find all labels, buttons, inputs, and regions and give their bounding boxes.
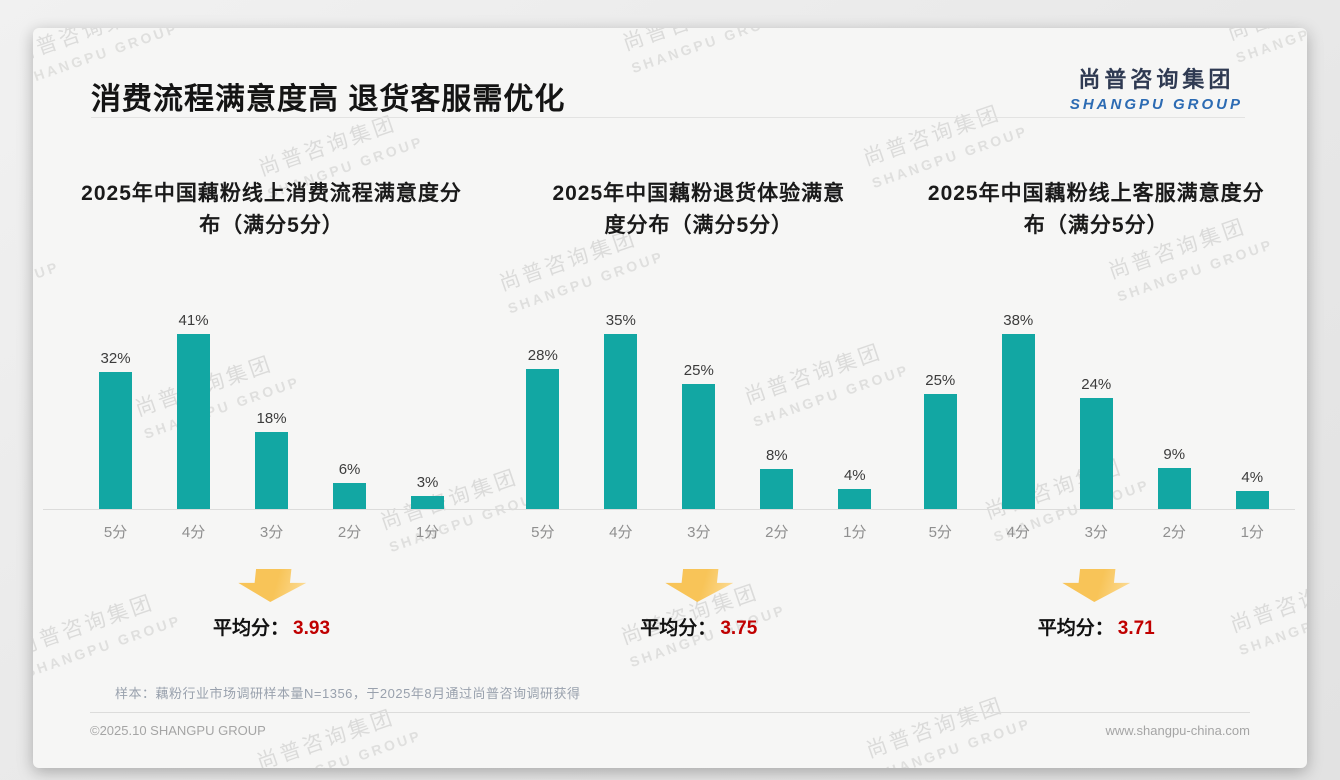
- x-axis-labels: 5分 4分 3分 2分 1分: [43, 510, 500, 542]
- bar-value-label: 3%: [416, 474, 439, 491]
- bar: [604, 334, 638, 509]
- bar-chart: 25% 38% 24% 9% 4%: [897, 304, 1295, 510]
- bar-chart: 28% 35% 25% 8% 4%: [500, 304, 898, 510]
- logo-chinese-name: 尚普咨询集团: [1078, 67, 1235, 92]
- chart-return-experience: 2025年中国藕粉退货体验满意度分布（满分5分） 28% 35% 25% 8% 4% 5…: [500, 146, 898, 640]
- x-axis-label: 3分: [687, 524, 711, 541]
- x-axis-label: 5分: [531, 524, 555, 541]
- bar-value-label: 25%: [683, 362, 714, 379]
- x-axis-label: 2分: [1162, 524, 1186, 541]
- down-arrow-icon: [663, 569, 734, 602]
- bar: [838, 489, 872, 509]
- bar-group: 3%: [389, 474, 467, 509]
- bar: [1157, 468, 1191, 509]
- bar-value-label: 28%: [527, 347, 558, 364]
- bar: [333, 483, 367, 509]
- bar-group: 4%: [816, 467, 894, 509]
- bar-group: 6%: [311, 461, 389, 509]
- bar-value-label: 4%: [1241, 469, 1264, 486]
- bar-group: 9%: [1135, 446, 1213, 509]
- bar-group: 24%: [1057, 376, 1135, 509]
- average-value: 3.71: [1117, 618, 1155, 639]
- chart-purchase-flow: 2025年中国藕粉线上消费流程满意度分布（满分5分） 32% 41% 18% 6% 3%…: [43, 146, 501, 640]
- bar-value-label: 4%: [843, 467, 866, 484]
- bar-group: 32%: [77, 350, 155, 509]
- bar-group: 18%: [233, 410, 311, 509]
- down-arrow-icon: [1061, 569, 1132, 602]
- x-axis-label: 5分: [103, 524, 128, 541]
- average-score: 平均分： 3.75: [640, 613, 757, 640]
- bar-group: 25%: [660, 362, 738, 509]
- average-label: 平均分：: [213, 618, 290, 639]
- bar: [760, 469, 794, 509]
- bar-value-label: 41%: [178, 312, 209, 329]
- x-axis-label: 2分: [337, 524, 362, 541]
- x-axis-label: 1分: [415, 524, 440, 541]
- copyright-text: ©2025.10 SHANGPU GROUP: [90, 723, 266, 738]
- bar-value-label: 18%: [256, 410, 287, 427]
- chart-title: 2025年中国藕粉退货体验满意度分布（满分5分）: [552, 182, 846, 237]
- average-value: 3.75: [720, 618, 758, 639]
- down-arrow-icon: [236, 569, 307, 602]
- bar: [411, 496, 445, 509]
- sample-note: 样本：藕粉行业市场调研样本量N=1356，于2025年8月通过尚普咨询调研获得: [115, 686, 581, 701]
- average-label: 平均分：: [640, 618, 717, 639]
- bar: [923, 394, 957, 509]
- x-axis-label: 3分: [259, 524, 284, 541]
- slide-footer: ©2025.10 SHANGPU GROUP www.shangpu-china…: [90, 712, 1250, 738]
- chart-title: 2025年中国藕粉线上客服满意度分布（满分5分）: [927, 182, 1265, 237]
- x-axis-label: 4分: [609, 524, 633, 541]
- header-divider: [91, 117, 1245, 118]
- charts-row: 2025年中国藕粉线上消费流程满意度分布（满分5分） 32% 41% 18% 6% 3%…: [43, 146, 1295, 640]
- website-text: www.shangpu-china.com: [1105, 723, 1250, 738]
- bar-value-label: 8%: [765, 447, 788, 464]
- average-score: 平均分： 3.93: [213, 613, 330, 640]
- x-axis-label: 4分: [181, 524, 206, 541]
- x-axis-label: 2分: [765, 524, 789, 541]
- average-value: 3.93: [293, 618, 331, 639]
- bar-value-label: 9%: [1163, 446, 1186, 463]
- bar: [177, 334, 211, 509]
- bar-value-label: 38%: [1003, 312, 1034, 329]
- bar-value-label: 32%: [100, 350, 131, 367]
- x-axis-label: 5分: [928, 524, 952, 541]
- slide-content: 消费流程满意度高 退货客服需优化 尚普咨询集团 SHANGPU GROUP 20…: [33, 28, 1307, 768]
- bar: [255, 432, 289, 509]
- page-title: 消费流程满意度高 退货客服需优化: [91, 83, 566, 116]
- bar: [99, 372, 133, 509]
- x-axis-label: 1分: [843, 524, 867, 541]
- bar-group: 41%: [155, 312, 233, 509]
- bar: [1079, 398, 1113, 509]
- bar-group: 28%: [504, 347, 582, 509]
- bar: [1235, 491, 1269, 509]
- x-axis-labels: 5分 4分 3分 2分 1分: [898, 510, 1295, 542]
- chart-title: 2025年中国藕粉线上消费流程满意度分布（满分5分）: [81, 182, 462, 237]
- average-score: 平均分： 3.71: [1038, 613, 1155, 640]
- logo-english-name: SHANGPU GROUP: [1069, 96, 1243, 113]
- x-axis-label: 4分: [1006, 524, 1030, 541]
- bar-value-label: 6%: [338, 461, 361, 478]
- x-axis-labels: 5分 4分 3分 2分 1分: [500, 510, 897, 542]
- bar-group: 8%: [738, 447, 816, 509]
- bar-group: 35%: [582, 312, 660, 509]
- x-axis-label: 3分: [1084, 524, 1108, 541]
- bar: [682, 384, 716, 509]
- bar-group: 38%: [979, 312, 1057, 509]
- x-axis-label: 1分: [1240, 524, 1264, 541]
- bar-value-label: 24%: [1081, 376, 1112, 393]
- average-label: 平均分：: [1037, 618, 1114, 639]
- bar-value-label: 35%: [605, 312, 636, 329]
- bar: [1001, 334, 1035, 509]
- bar: [526, 369, 560, 509]
- bar-chart: 32% 41% 18% 6% 3%: [43, 304, 501, 510]
- bar-group: 4%: [1213, 469, 1291, 509]
- company-logo: 尚普咨询集团 SHANGPU GROUP: [1070, 62, 1243, 113]
- bar-group: 25%: [901, 372, 979, 509]
- bar-value-label: 25%: [925, 372, 956, 389]
- chart-customer-service: 2025年中国藕粉线上客服满意度分布（满分5分） 25% 38% 24% 9% 4% 5…: [897, 146, 1295, 640]
